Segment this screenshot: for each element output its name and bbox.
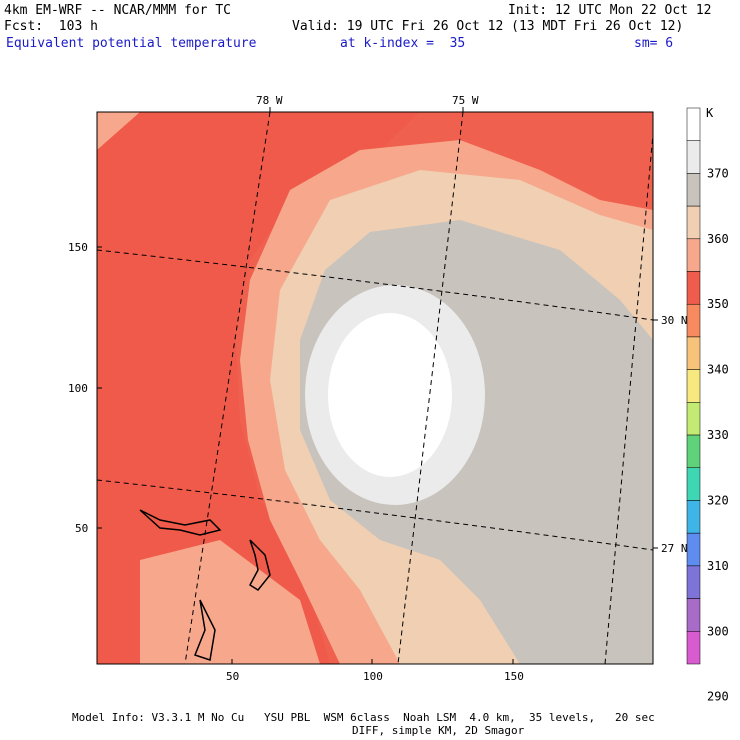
y-tick-150: 150	[68, 241, 88, 254]
colorbar-label: 310	[707, 559, 729, 573]
colorbar-swatch	[686, 369, 701, 403]
colorbar: 370360350340330320310300290280	[686, 107, 729, 704]
colorbar-unit: K	[706, 106, 714, 120]
colorbar-label: 290	[707, 690, 729, 704]
colorbar-swatch	[686, 631, 701, 665]
colorbar-label: 340	[707, 363, 729, 377]
lon-label-78w: 78 W	[256, 94, 283, 107]
colorbar-swatch	[686, 467, 701, 501]
y-tick-50: 50	[75, 522, 88, 535]
valid-time: Valid: 19 UTC Fri 26 Oct 12 (13 MDT Fri …	[292, 19, 684, 34]
field-name: Equivalent potential temperature	[6, 36, 257, 51]
colorbar-swatch	[686, 434, 701, 469]
colorbar-swatch	[686, 173, 701, 207]
colorbar-label: 320	[707, 493, 729, 507]
colorbar-swatch	[686, 598, 701, 632]
x-tick-50: 50	[226, 670, 239, 683]
lat-label-30n: 30 N	[661, 314, 688, 327]
colorbar-label: 350	[707, 297, 729, 311]
model-title: 4km EM-WRF -- NCAR/MMM for TC	[4, 3, 231, 18]
colorbar-swatch	[686, 402, 701, 436]
smoothing-label: sm= 6	[634, 36, 674, 51]
forecast-hour: Fcst: 103 h	[4, 19, 98, 34]
colorbar-label: 330	[707, 428, 729, 442]
colorbar-swatch	[686, 336, 701, 370]
colorbar-swatch	[686, 303, 701, 338]
y-tick-100: 100	[68, 382, 88, 395]
colorbar-label: 370	[707, 166, 729, 180]
colorbar-label: 360	[707, 232, 729, 246]
colorbar-swatch	[686, 500, 701, 534]
colorbar-swatch	[686, 238, 701, 272]
footer-diffusion-info: DIFF, simple KM, 2D Smagor	[352, 724, 525, 737]
colorbar-label: 300	[707, 624, 729, 638]
init-time: Init: 12 UTC Mon 22 Oct 12	[508, 3, 712, 18]
colorbar-swatch	[686, 107, 701, 141]
footer-model-info: Model Info: V3.3.1 M No Cu YSU PBL WSM 6…	[72, 711, 655, 724]
x-tick-150: 150	[504, 670, 524, 683]
colorbar-swatch	[686, 532, 701, 567]
colorbar-swatch	[686, 205, 701, 240]
colorbar-swatch	[686, 565, 701, 599]
x-tick-100: 100	[363, 670, 383, 683]
lon-label-75w: 75 W	[452, 94, 479, 107]
contour-fill	[97, 112, 653, 664]
colorbar-swatch	[686, 140, 701, 174]
lat-label-27n: 27 N	[661, 542, 688, 555]
level-label: at k-index = 35	[340, 36, 466, 51]
colorbar-swatch	[686, 271, 701, 305]
